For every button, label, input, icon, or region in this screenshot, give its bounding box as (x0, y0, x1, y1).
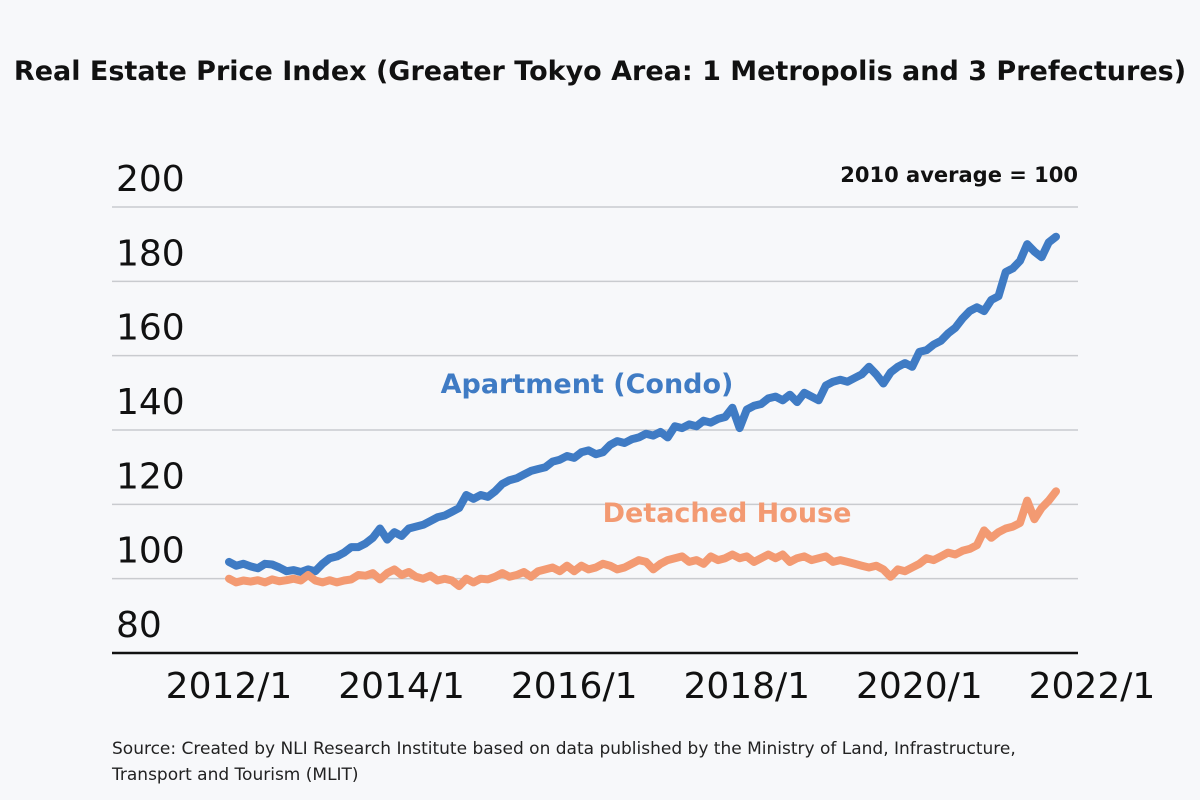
x-tick-label: 2016/1 (511, 666, 638, 707)
x-tick-label: 2022/1 (1029, 666, 1156, 707)
x-tick-label: 2012/1 (166, 666, 293, 707)
chart-title: Real Estate Price Index (Greater Tokyo A… (13, 56, 1187, 87)
x-tick-label: 2018/1 (683, 666, 810, 707)
baseline-note: 2010 average = 100 (840, 163, 1078, 187)
y-tick-label: 200 (116, 159, 185, 200)
x-axis-ticks: 2012/1 2014/1 2016/1 2018/1 2020/1 2022/1 (166, 666, 1156, 707)
series-line-detached-house (225, 487, 1060, 591)
series-lines (225, 232, 1060, 591)
y-axis-ticks: 200 180 160 140 120 100 80 (116, 159, 185, 646)
series-label-detached-house: Detached House (603, 498, 852, 529)
series-label-apartment: Apartment (Condo) (441, 369, 734, 400)
x-tick-label: 2014/1 (338, 666, 465, 707)
x-tick-label: 2020/1 (856, 666, 983, 707)
series-line-apartment (225, 232, 1060, 576)
grid-lines (112, 206, 1078, 580)
y-tick-label: 80 (116, 605, 162, 646)
y-tick-label: 180 (116, 233, 185, 274)
source-note: Source: Created by NLI Research Institut… (112, 739, 1016, 785)
y-tick-label: 120 (116, 456, 185, 497)
y-tick-label: 140 (116, 382, 185, 423)
y-tick-label: 100 (116, 531, 185, 572)
y-tick-label: 160 (116, 308, 185, 349)
